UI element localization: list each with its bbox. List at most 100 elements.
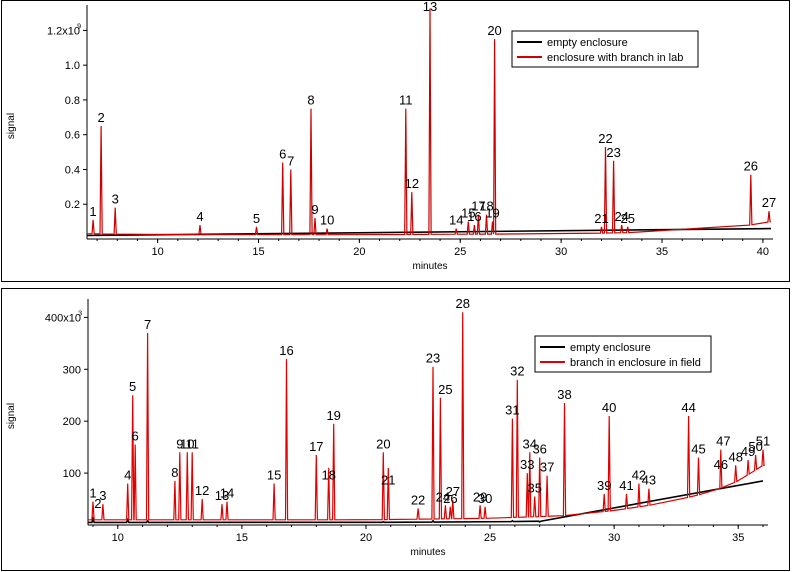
peak-label: 21 bbox=[594, 211, 608, 226]
peak-label: 18 bbox=[479, 199, 493, 214]
peak-label: 24 bbox=[436, 489, 450, 504]
peak-label: 17 bbox=[309, 439, 323, 454]
x-tick-label: 25 bbox=[484, 532, 496, 544]
x-tick-label: 10 bbox=[112, 532, 124, 544]
legend-label: empty enclosure bbox=[547, 37, 628, 49]
peak-label: 48 bbox=[729, 449, 743, 464]
series-line-empty-enclosure bbox=[88, 480, 764, 524]
y-tick-label: 400x10 bbox=[45, 312, 81, 324]
legend-box bbox=[534, 335, 712, 373]
peak-label: 22 bbox=[411, 492, 425, 507]
peak-label: 47 bbox=[716, 434, 730, 449]
peak-label: 36 bbox=[532, 442, 546, 457]
peak-label: 6 bbox=[279, 147, 286, 162]
series-line-branch bbox=[87, 8, 772, 236]
peak-label: 8 bbox=[171, 465, 178, 480]
peak-label: 34 bbox=[523, 436, 537, 451]
peak-label: 43 bbox=[642, 473, 656, 488]
peak-label: 12 bbox=[195, 483, 209, 498]
y-tick-label: 1.2x10 bbox=[47, 25, 80, 37]
y-tick-label: 0.4 bbox=[65, 164, 80, 176]
legend-label: empty enclosure bbox=[570, 342, 651, 354]
peak-label: 18 bbox=[321, 467, 335, 482]
peak-label: 19 bbox=[326, 408, 340, 423]
chart-panel-top: 10 15 20 25 30 35 40 0.2 0.4 0.6 0.8 1.0 1.2x10 9 minu… bbox=[1, 0, 790, 282]
y-tick-label: 300 bbox=[63, 364, 81, 376]
peak-label: 25 bbox=[438, 382, 452, 397]
peak-label: 45 bbox=[691, 442, 705, 457]
x-axis-label: minutes bbox=[410, 547, 445, 558]
y-axis-label: signal bbox=[6, 403, 17, 429]
y-tick-label: 200 bbox=[63, 416, 81, 428]
y-tick-label: 1.0 bbox=[65, 60, 80, 72]
peak-label: 8 bbox=[307, 93, 314, 108]
peak-label: 25 bbox=[620, 211, 634, 226]
peak-label: 20 bbox=[376, 436, 390, 451]
x-tick-label: 35 bbox=[732, 532, 744, 544]
peak-label: 23 bbox=[426, 351, 440, 366]
peak-label: 37 bbox=[540, 460, 554, 475]
peak-label: 13 bbox=[215, 488, 229, 503]
peak-label: 33 bbox=[520, 457, 534, 472]
y-axis-label: signal bbox=[6, 113, 17, 139]
peak-label: 9 bbox=[311, 202, 318, 217]
x-tick-label: 25 bbox=[454, 246, 466, 258]
peak-label: 7 bbox=[287, 153, 294, 168]
x-axis-label: minutes bbox=[412, 261, 447, 272]
peak-label: 13 bbox=[423, 0, 437, 14]
chart-bottom-svg: 10 15 20 25 30 35100200300400x103minutessigna… bbox=[6, 296, 770, 558]
chart-panel-bottom: 10 15 20 25 30 35 100 200 300 400x10 3 minutes signa… bbox=[1, 288, 790, 571]
y-tick-label: 100 bbox=[63, 468, 81, 480]
peak-label: 21 bbox=[381, 473, 395, 488]
peak-label: 7 bbox=[144, 317, 151, 332]
peak-label: 35 bbox=[527, 480, 541, 495]
x-tick-label: 30 bbox=[555, 246, 567, 258]
peak-label: 39 bbox=[597, 478, 611, 493]
peak-label: 1 bbox=[89, 486, 96, 501]
x-tick-label: 20 bbox=[353, 246, 365, 258]
peak-label: 2 bbox=[98, 110, 105, 125]
x-tick-label: 20 bbox=[360, 532, 372, 544]
legend-label: branch in enclosure in field bbox=[570, 357, 701, 369]
peak-label: 26 bbox=[443, 491, 457, 506]
peak-label: 50 bbox=[748, 439, 762, 454]
peak-label: 31 bbox=[505, 403, 519, 418]
x-tick-label: 10 bbox=[151, 246, 163, 258]
peak-label: 44 bbox=[681, 400, 695, 415]
x-tick-label: 35 bbox=[656, 246, 668, 258]
legend-label: enclosure with branch in lab bbox=[547, 52, 683, 64]
peak-label: 27 bbox=[762, 195, 776, 210]
peak-label: 26 bbox=[744, 159, 758, 174]
peak-label: 46 bbox=[714, 457, 728, 472]
peak-label: 29 bbox=[473, 489, 487, 504]
peak-label: 3 bbox=[112, 192, 119, 207]
series-line-branch bbox=[88, 312, 765, 521]
peak-label: 11 bbox=[399, 93, 413, 108]
peak-label: 15 bbox=[461, 206, 475, 221]
peak-label: 4 bbox=[124, 467, 131, 482]
peak-label: 6 bbox=[132, 429, 139, 444]
y-exponent: 3 bbox=[78, 310, 82, 317]
peak-label: 10 bbox=[320, 213, 334, 228]
peak-label: 38 bbox=[557, 387, 571, 402]
peak-label: 49 bbox=[741, 444, 755, 459]
legend-box bbox=[511, 30, 699, 68]
y-tick-label: 0.8 bbox=[65, 95, 80, 107]
peak-label: 20 bbox=[487, 23, 501, 38]
peak-label: 10 bbox=[180, 436, 194, 451]
peak-label: 41 bbox=[619, 478, 633, 493]
peak-label: 16 bbox=[467, 209, 481, 224]
peak-label: 40 bbox=[602, 400, 616, 415]
x-tick-label: 15 bbox=[252, 246, 264, 258]
peak-label: 9 bbox=[176, 436, 183, 451]
peak-label: 24 bbox=[614, 209, 628, 224]
y-tick-label: 0.2 bbox=[65, 199, 80, 211]
peak-label: 19 bbox=[485, 206, 499, 221]
peak-label: 42 bbox=[632, 467, 646, 482]
chart-top-svg: 10 15 20 25 30 35 400.20.40.60.81.01.2x109minu… bbox=[6, 0, 776, 272]
peak-label: 5 bbox=[129, 379, 136, 394]
peak-label: 23 bbox=[606, 145, 620, 160]
peak-label: 14 bbox=[220, 486, 234, 501]
peak-label: 5 bbox=[253, 211, 260, 226]
y-tick-label: 0.6 bbox=[65, 130, 80, 142]
